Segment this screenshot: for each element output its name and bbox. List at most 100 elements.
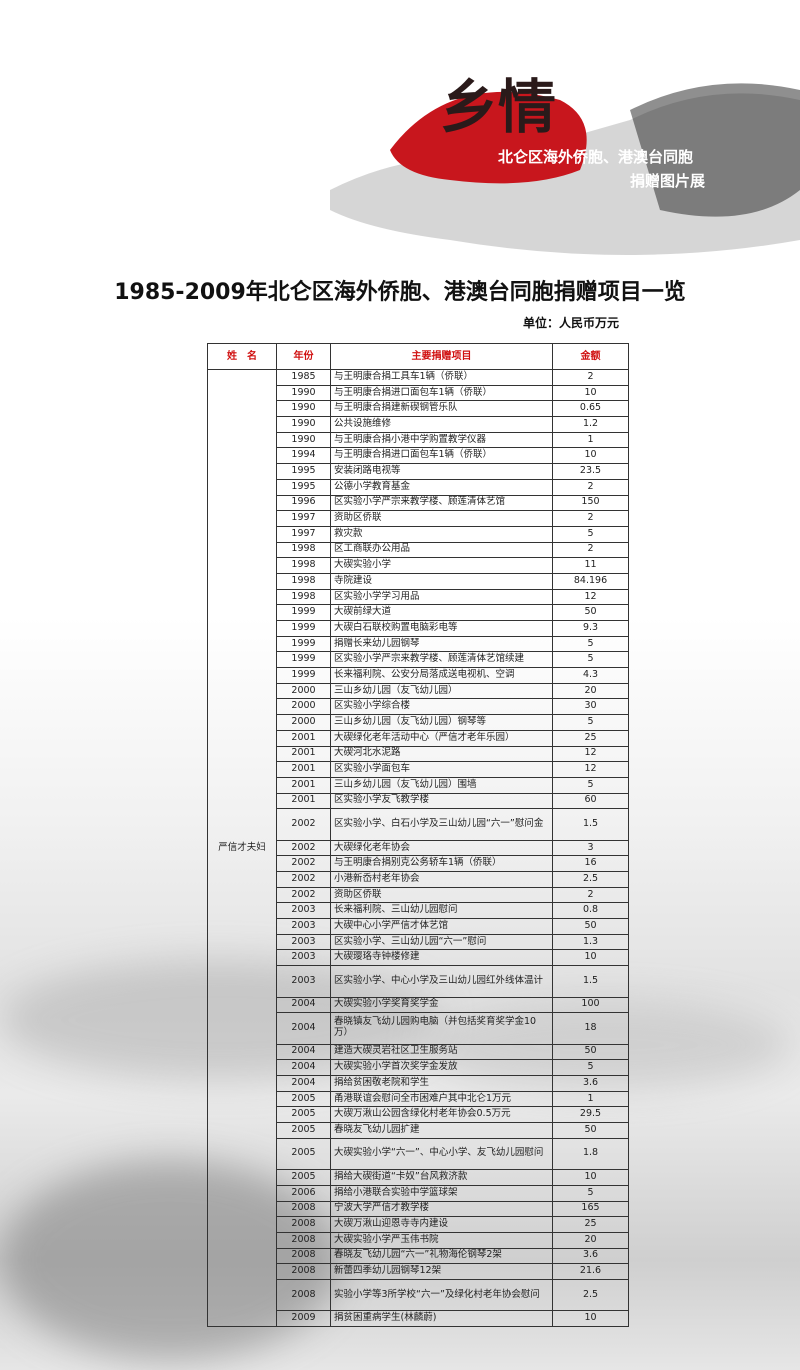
amount-cell: 21.6 <box>552 1263 629 1280</box>
year-cell: 2005 <box>276 1122 331 1139</box>
amount-cell: 10 <box>552 447 629 465</box>
table-row: 2001 三山乡幼儿园（友飞幼儿园）围墙 5 <box>208 776 629 794</box>
year-cell: 2000 <box>276 698 331 716</box>
year-cell: 1998 <box>276 588 331 606</box>
project-cell: 公共设施维修 <box>330 416 553 433</box>
amount-cell: 84.196 <box>552 572 629 590</box>
year-cell: 1990 <box>276 431 331 449</box>
project-cell: 甬港联谊会慰问全市困难户其中北仑1万元 <box>330 1090 553 1108</box>
project-cell: 区实验小学学习用品 <box>330 588 553 606</box>
donation-table: 姓 名 年份 主要捐赠项目 金额 严信才夫妇 1985 与王明康合捐工具车1辆（侨联… <box>207 343 629 1328</box>
year-cell: 2004 <box>276 1012 331 1045</box>
project-cell: 区工商联办公用品 <box>330 541 553 559</box>
amount-cell: 12 <box>552 588 629 606</box>
amount-cell: 12 <box>552 761 629 778</box>
table-row: 2000 三山乡幼儿园（友飞幼儿园） 20 <box>208 682 629 700</box>
year-cell: 1985 <box>276 369 331 386</box>
project-cell: 春晓友飞幼儿园扩建 <box>330 1122 553 1139</box>
year-cell: 2004 <box>276 1059 331 1076</box>
year-cell: 2005 <box>276 1090 331 1108</box>
header-year: 年份 <box>276 343 331 370</box>
year-cell: 2001 <box>276 761 331 778</box>
amount-cell: 60 <box>552 792 629 810</box>
year-cell: 1999 <box>276 620 331 637</box>
amount-cell: 10 <box>552 384 629 402</box>
amount-cell: 1.5 <box>552 808 629 841</box>
year-cell: 1999 <box>276 635 331 653</box>
amount-cell: 5 <box>552 714 629 731</box>
table-row: 2000 区实验小学综合楼 30 <box>208 698 629 716</box>
year-cell: 2002 <box>276 871 331 888</box>
table-row: 1999 长来福利院、公安分局落成送电视机、空调 4.3 <box>208 667 629 684</box>
year-cell: 1997 <box>276 510 331 527</box>
amount-cell: 2 <box>552 510 629 527</box>
project-cell: 大碶实验小学严玉伟书院 <box>330 1231 553 1249</box>
project-cell: 新蕾四季幼儿园钢琴12架 <box>330 1263 553 1280</box>
amount-cell: 165 <box>552 1200 629 1218</box>
table-row: 1998 大碶实验小学 11 <box>208 557 629 574</box>
year-cell: 2001 <box>276 792 331 810</box>
project-cell: 小港新岙村老年协会 <box>330 871 553 888</box>
amount-cell: 150 <box>552 494 629 512</box>
table-row: 2004 大碶实验小学奖育奖学金 100 <box>208 996 629 1014</box>
donor-name: 严信才夫妇 <box>207 368 277 1328</box>
banner-subtitle-2: 捐赠图片展 <box>630 172 706 190</box>
year-cell: 2001 <box>276 745 331 763</box>
project-cell: 三山乡幼儿园（友飞幼儿园）钢琴等 <box>330 714 553 731</box>
project-cell: 与王明康合捐小港中学购置教学仪器 <box>330 431 553 449</box>
exhibition-banner: 乡情 北仑区海外侨胞、港澳台同胞 捐赠图片展 <box>330 40 800 270</box>
amount-cell: 9.3 <box>552 620 629 637</box>
amount-cell: 11 <box>552 557 629 574</box>
amount-cell: 5 <box>552 776 629 794</box>
amount-cell: 2 <box>552 541 629 559</box>
project-cell: 区实验小学严宗来教学楼、顾莲清体艺馆续建 <box>330 651 553 669</box>
year-cell: 1997 <box>276 525 331 543</box>
table-row: 2005 大碶万湫山公园含绿化村老年协会0.5万元 29.5 <box>208 1106 629 1124</box>
project-cell: 与王明康合捐工具车1辆（侨联） <box>330 369 553 386</box>
year-cell: 2001 <box>276 776 331 794</box>
amount-cell: 16 <box>552 855 629 873</box>
amount-cell: 2 <box>552 369 629 386</box>
amount-cell: 5 <box>552 525 629 543</box>
amount-cell: 29.5 <box>552 1106 629 1124</box>
amount-cell: 10 <box>552 1310 629 1328</box>
table-row: 2002 小港新岙村老年协会 2.5 <box>208 871 629 888</box>
project-cell: 救灾款 <box>330 525 553 543</box>
table-row: 1995 安装闭路电视等 23.5 <box>208 463 629 480</box>
project-cell: 区实验小学综合楼 <box>330 698 553 716</box>
project-cell: 大碶万湫山迎恩寺寺内建设 <box>330 1216 553 1233</box>
table-row: 2009 捐贫困重病学生(林麟蔚) 10 <box>208 1310 629 1328</box>
project-cell: 区实验小学友飞教学楼 <box>330 792 553 810</box>
year-cell: 1990 <box>276 384 331 402</box>
unit-label: 单位：人民币万元 <box>523 316 620 330</box>
project-cell: 大碶中心小学严信才体艺馆 <box>330 918 553 935</box>
year-cell: 2003 <box>276 933 331 951</box>
amount-cell: 23.5 <box>552 463 629 480</box>
project-cell: 大碶白石联校购置电脑彩电等 <box>330 620 553 637</box>
year-cell: 1999 <box>276 604 331 621</box>
amount-cell: 2.5 <box>552 1278 629 1312</box>
year-cell: 2002 <box>276 855 331 873</box>
table-row: 2008 新蕾四季幼儿园钢琴12架 21.6 <box>208 1263 629 1280</box>
year-cell: 1998 <box>276 541 331 559</box>
table-row: 2005 甬港联谊会慰问全市困难户其中北仑1万元 1 <box>208 1090 629 1108</box>
year-cell: 2004 <box>276 1074 331 1092</box>
project-cell: 寺院建设 <box>330 572 553 590</box>
project-cell: 资助区侨联 <box>330 510 553 527</box>
project-cell: 捐给贫困敬老院和学生 <box>330 1074 553 1092</box>
year-cell: 2002 <box>276 808 331 841</box>
year-cell: 2008 <box>276 1216 331 1233</box>
amount-cell: 5 <box>552 1184 629 1202</box>
amount-cell: 2.5 <box>552 871 629 888</box>
table-row: 2008 宁波大学严信才教学楼 165 <box>208 1200 629 1218</box>
table-row: 严信才夫妇 1985 与王明康合捐工具车1辆（侨联） 2 <box>207 368 629 1328</box>
year-cell: 2002 <box>276 839 331 857</box>
table-row: 1997 救灾款 5 <box>208 525 629 543</box>
amount-cell: 100 <box>552 996 629 1014</box>
year-cell: 2005 <box>276 1137 331 1171</box>
project-cell: 长来福利院、三山幼儿园慰问 <box>330 902 553 920</box>
amount-cell: 1.2 <box>552 416 629 433</box>
amount-cell: 3.6 <box>552 1074 629 1092</box>
header-amount: 金额 <box>552 343 629 370</box>
table-row: 2005 春晓友飞幼儿园扩建 50 <box>208 1122 629 1139</box>
